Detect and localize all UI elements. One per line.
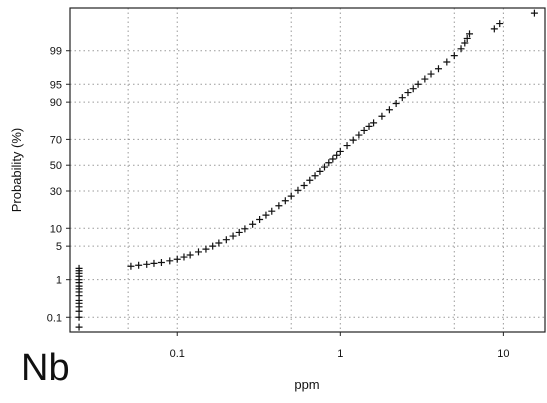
data-point: [268, 207, 276, 215]
data-point: [466, 30, 474, 38]
data-point: [311, 172, 319, 180]
data-point: [235, 228, 243, 236]
data-point: [325, 159, 333, 167]
data-point: [378, 112, 386, 120]
data-point: [496, 20, 504, 28]
data-point: [409, 85, 417, 93]
y-tick-label: 70: [50, 134, 62, 146]
data-point: [414, 80, 422, 88]
data-point: [294, 186, 302, 194]
x-axis-ticks: 0.1 1 10: [170, 332, 509, 360]
y-tick-label: 5: [56, 241, 62, 253]
element-label: Nb: [21, 347, 70, 389]
grid-lines: [70, 8, 545, 332]
data-point: [127, 262, 135, 270]
data-point: [262, 211, 270, 219]
data-point: [336, 147, 344, 155]
y-axis-label: Probability (%): [9, 128, 24, 213]
data-point: [209, 242, 217, 250]
data-point: [343, 142, 351, 150]
data-point: [173, 255, 181, 263]
data-point: [530, 9, 538, 17]
data-point: [365, 122, 373, 130]
data-point: [457, 45, 465, 53]
y-tick-label: 0.1: [47, 312, 62, 324]
data-point: [404, 89, 412, 97]
data-point: [75, 313, 83, 321]
y-axis-ticks: 0.1 1 5 10 30 50 70 90 95 99: [47, 46, 70, 324]
data-point: [157, 259, 165, 267]
data-point: [186, 251, 194, 259]
data-point: [275, 202, 283, 210]
data-point: [392, 100, 400, 108]
data-point: [75, 323, 83, 331]
data-point: [421, 75, 429, 83]
data-point: [135, 261, 143, 269]
data-point: [434, 65, 442, 73]
data-point: [256, 215, 264, 223]
data-point: [281, 197, 289, 205]
data-point: [360, 126, 368, 134]
data-point: [215, 239, 223, 247]
x-tick-label: 10: [497, 348, 509, 360]
data-point: [370, 119, 378, 127]
x-tick-label: 0.1: [170, 348, 185, 360]
data-point: [75, 264, 83, 272]
data-point: [329, 155, 337, 163]
data-point: [320, 163, 328, 171]
data-point: [450, 52, 458, 60]
x-tick-label: 1: [337, 348, 343, 360]
data-points: [75, 9, 538, 331]
y-tick-label: 10: [50, 223, 62, 235]
data-point: [461, 39, 469, 47]
y-tick-label: 99: [50, 46, 62, 58]
plot-frame: [69, 7, 546, 333]
data-point: [202, 245, 210, 253]
data-point: [463, 34, 471, 42]
data-point: [166, 257, 174, 265]
data-point: [427, 70, 435, 78]
data-point: [385, 106, 393, 114]
data-point: [316, 167, 324, 175]
data-point: [150, 259, 158, 267]
data-point: [333, 151, 341, 159]
y-tick-label: 90: [50, 97, 62, 109]
data-point: [349, 136, 357, 144]
y-tick-label: 1: [56, 275, 62, 287]
data-point: [241, 225, 249, 233]
data-point: [355, 131, 363, 139]
x-axis-label: ppm: [294, 377, 319, 392]
data-point: [443, 58, 451, 66]
data-point: [306, 176, 314, 184]
data-point: [398, 94, 406, 102]
data-point: [229, 232, 237, 240]
y-tick-label: 50: [50, 160, 62, 172]
data-point: [300, 182, 308, 190]
data-point: [249, 220, 257, 228]
data-point: [143, 260, 151, 268]
data-point: [490, 25, 498, 33]
data-point: [287, 192, 295, 200]
y-tick-label: 30: [50, 186, 62, 198]
data-point: [180, 253, 188, 261]
data-point: [222, 236, 230, 244]
data-point: [194, 248, 202, 256]
y-tick-label: 95: [50, 79, 62, 91]
